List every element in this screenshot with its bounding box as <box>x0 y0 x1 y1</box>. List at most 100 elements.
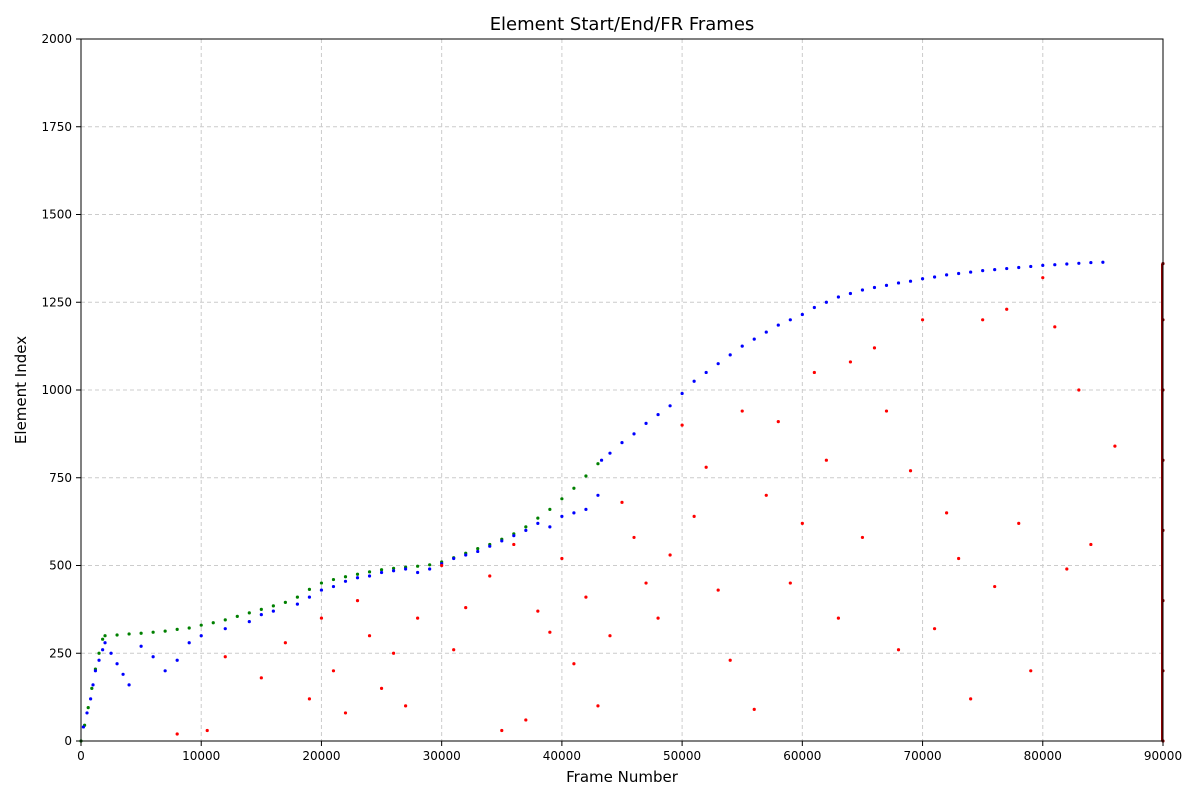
data-point <box>90 686 94 690</box>
data-point <box>704 370 708 375</box>
data-point <box>908 279 913 283</box>
data-point <box>379 570 384 575</box>
data-point <box>872 285 877 290</box>
data-point <box>620 500 624 504</box>
data-point <box>391 566 396 570</box>
data-point <box>163 669 167 673</box>
data-point <box>644 421 648 425</box>
data-point <box>800 521 804 525</box>
axis-ticks: 0 10000 20000 30000 40000 50000 60000 70000 8000… <box>41 32 1182 763</box>
data-point <box>343 579 348 583</box>
data-point <box>488 544 492 548</box>
x-tick-label: 0 <box>77 749 85 763</box>
x-tick-label: 40000 <box>543 749 581 763</box>
data-point <box>319 581 324 585</box>
data-point <box>680 423 684 427</box>
data-point <box>283 641 287 645</box>
data-point <box>656 616 660 620</box>
data-point <box>259 613 263 617</box>
data-point <box>139 631 143 635</box>
data-point <box>283 600 287 604</box>
plot-frame <box>80 38 1164 742</box>
data-points <box>79 260 1165 743</box>
y-tick-label: 750 <box>49 471 72 485</box>
data-point <box>704 465 708 469</box>
data-point <box>404 704 408 708</box>
y-tick-label: 1500 <box>41 208 72 222</box>
data-point <box>452 648 456 652</box>
data-point <box>295 595 299 599</box>
series-0 <box>79 462 600 743</box>
data-point <box>932 275 937 279</box>
data-point <box>896 281 901 285</box>
data-point <box>776 419 780 424</box>
data-point <box>101 648 105 652</box>
data-point <box>536 609 540 613</box>
data-point <box>584 474 588 478</box>
data-point <box>836 616 841 620</box>
data-point <box>175 732 179 736</box>
data-point <box>452 556 456 561</box>
data-point <box>572 486 576 490</box>
data-point <box>969 270 973 274</box>
data-point <box>271 609 275 613</box>
data-point <box>247 620 251 624</box>
data-point <box>127 632 131 636</box>
data-point <box>115 633 119 637</box>
data-point <box>205 728 209 733</box>
data-point <box>319 588 324 592</box>
data-point <box>524 528 528 533</box>
grid <box>80 38 1164 742</box>
data-point <box>969 697 973 701</box>
data-point <box>1005 307 1009 311</box>
data-point <box>560 497 564 501</box>
data-point <box>223 655 227 659</box>
data-point <box>920 318 925 322</box>
data-point <box>109 651 113 655</box>
data-point <box>1077 261 1081 265</box>
x-tick-label: 90000 <box>1144 749 1182 763</box>
y-tick-label: 2000 <box>41 32 72 46</box>
data-point <box>716 588 720 592</box>
data-point <box>428 563 432 567</box>
data-point <box>692 379 696 383</box>
data-point <box>560 514 564 518</box>
data-point <box>235 614 239 618</box>
data-point <box>97 651 101 655</box>
data-point <box>824 300 828 304</box>
data-point <box>560 556 564 561</box>
data-point <box>596 493 600 497</box>
data-point <box>101 637 105 641</box>
data-point <box>740 344 744 348</box>
data-point <box>1101 260 1105 264</box>
data-point <box>1053 325 1057 329</box>
data-point <box>812 305 816 310</box>
data-point <box>800 312 804 317</box>
data-point <box>187 626 191 630</box>
data-point <box>404 567 408 571</box>
data-point <box>103 641 107 645</box>
data-point <box>476 549 480 554</box>
data-point <box>391 569 396 573</box>
data-point <box>512 542 516 547</box>
data-point <box>752 707 756 712</box>
x-tick-label: 60000 <box>783 749 821 763</box>
data-point <box>1005 266 1009 271</box>
data-point <box>981 318 985 322</box>
data-point <box>103 634 107 638</box>
data-point <box>464 606 468 610</box>
data-point <box>599 458 604 462</box>
data-point <box>680 391 684 396</box>
data-point <box>728 658 732 662</box>
data-point <box>416 616 420 620</box>
data-point <box>981 269 985 273</box>
data-point <box>824 458 828 462</box>
data-point <box>1041 276 1045 280</box>
x-tick-label: 70000 <box>903 749 941 763</box>
data-point <box>632 432 636 436</box>
data-point <box>596 704 600 708</box>
x-tick-label: 80000 <box>1024 749 1062 763</box>
data-point <box>1089 542 1093 547</box>
data-point <box>788 581 792 585</box>
